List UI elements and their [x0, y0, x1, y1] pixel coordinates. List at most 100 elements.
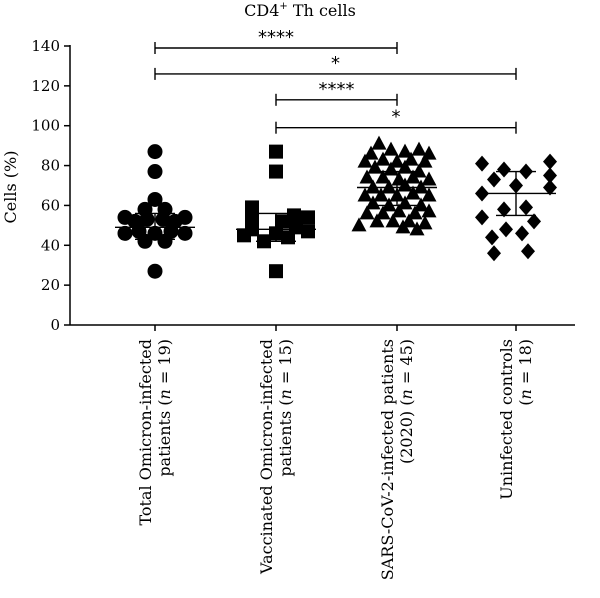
point-diamond [515, 225, 529, 242]
category-label: SARS-CoV-2-infected patients (2020) (n = … [378, 339, 416, 580]
y-tick-label: 20 [41, 276, 60, 294]
y-tick-label: 80 [41, 157, 60, 175]
category-label-line1: Uninfected controls [497, 339, 516, 500]
significance-brackets: ********** [154, 27, 517, 134]
point-triangle [373, 187, 389, 202]
point-triangle [417, 153, 433, 168]
point-triangle [405, 185, 421, 200]
point-diamond [519, 199, 533, 216]
point-triangle [375, 151, 391, 166]
point-diamond [487, 171, 501, 188]
data-series [115, 135, 557, 279]
point-triangle [357, 187, 373, 202]
y-tick-label: 120 [31, 77, 60, 95]
point-triangle [365, 195, 381, 210]
point-diamond [499, 221, 513, 238]
point-triangle [409, 221, 425, 236]
point-circle [147, 164, 163, 180]
point-diamond [475, 209, 489, 226]
point-circle [155, 211, 171, 227]
significance-label: **** [319, 79, 355, 100]
point-square [301, 224, 315, 239]
point-triangle [411, 141, 427, 156]
point-triangle [375, 205, 391, 220]
point-triangle [417, 215, 433, 230]
point-triangle [407, 205, 423, 220]
point-triangle [403, 151, 419, 166]
category-label: Uninfected controls (n = 18) [497, 339, 535, 500]
point-triangle [397, 159, 413, 174]
category-label-line1: SARS-CoV-2-infected patients [378, 339, 397, 580]
point-diamond [527, 213, 541, 230]
series-square [236, 144, 316, 279]
point-diamond [521, 243, 535, 260]
point-diamond [485, 229, 499, 246]
point-triangle [397, 143, 413, 158]
category-labels: Total Omicron-infected patients (n = 19) V… [136, 339, 535, 580]
point-triangle [383, 141, 399, 156]
series-triangle [351, 135, 437, 236]
point-triangle [385, 213, 401, 228]
y-tick-label: 0 [50, 316, 60, 334]
point-triangle [357, 153, 373, 168]
point-triangle [363, 145, 379, 160]
point-triangle [395, 219, 411, 234]
point-circle [139, 211, 155, 227]
point-triangle [371, 135, 387, 150]
point-diamond [497, 161, 511, 178]
y-tick-label: 140 [31, 37, 60, 55]
chart-title: CD4+ Th cells [244, 1, 356, 20]
point-square [269, 164, 283, 179]
category-label-line2: patients (n = 15) [276, 339, 295, 477]
category-label-line2: patients (n = 19) [155, 339, 174, 477]
point-diamond [543, 167, 557, 184]
category-label-line1: Vaccinated Omicron-infected [257, 339, 276, 575]
y-tick-label: 60 [41, 196, 60, 214]
point-diamond [487, 245, 501, 262]
point-triangle [421, 187, 437, 202]
point-circle [157, 233, 173, 249]
point-triangle [421, 203, 437, 218]
point-triangle [381, 179, 397, 194]
point-triangle [351, 217, 367, 232]
point-triangle [359, 169, 375, 184]
significance-label: **** [258, 27, 294, 48]
point-circle [147, 263, 163, 279]
point-triangle [375, 169, 391, 184]
point-diamond [475, 155, 489, 172]
point-triangle [359, 205, 375, 220]
significance-label: * [392, 107, 401, 128]
category-label-line2: (2020) (n = 45) [397, 339, 416, 464]
point-triangle [413, 179, 429, 194]
point-triangle [389, 153, 405, 168]
point-diamond [543, 153, 557, 170]
point-diamond [497, 201, 511, 218]
point-circle [147, 191, 163, 207]
point-triangle [391, 203, 407, 218]
series-diamond [475, 153, 557, 262]
point-triangle [405, 169, 421, 184]
point-square [245, 210, 259, 225]
point-triangle [367, 159, 383, 174]
point-circle [177, 225, 193, 241]
axes: 0 20 40 60 80 100 120 140 [31, 37, 575, 334]
point-square [237, 228, 251, 243]
y-axis-title: Cells (%) [1, 151, 20, 224]
category-label: Vaccinated Omicron-infected patients (n =… [257, 339, 295, 575]
point-square [269, 264, 283, 279]
point-square [301, 210, 315, 225]
point-circle [137, 233, 153, 249]
point-triangle [365, 179, 381, 194]
category-label: Total Omicron-infected patients (n = 19) [136, 339, 174, 526]
point-triangle [381, 197, 397, 212]
point-square [281, 230, 295, 245]
point-triangle [369, 213, 385, 228]
y-tick-label: 40 [41, 236, 60, 254]
series-circle [115, 144, 195, 279]
category-label-line1: Total Omicron-infected [136, 339, 155, 526]
point-triangle [413, 197, 429, 212]
point-square [269, 144, 283, 159]
category-label-line2: (n = 18) [516, 339, 535, 406]
point-triangle [421, 171, 437, 186]
